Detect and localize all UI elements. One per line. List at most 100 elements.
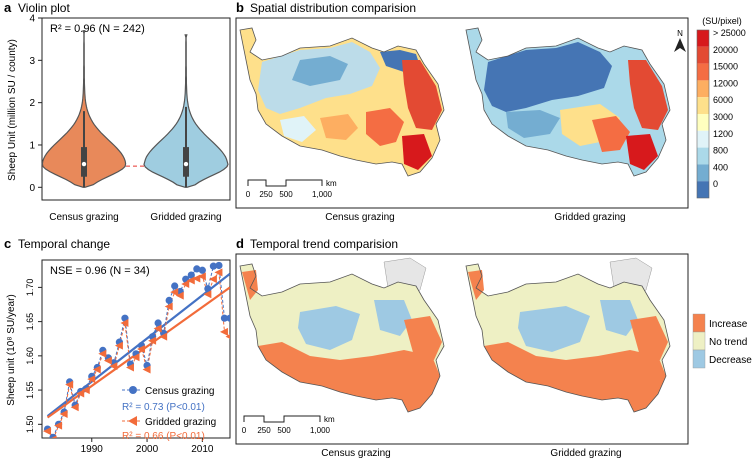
north-arrow-icon [674,38,686,52]
panel-b-title: Spatial distribution comparision [250,1,416,15]
scale-b-unit: km [326,179,337,188]
c-xtick-label: 2010 [191,444,214,455]
map-d-label-gridded: Gridded grazing [550,448,621,459]
gridded-point [148,336,157,345]
legend-c-census: Census grazing [145,386,214,397]
gridded-point [120,318,129,327]
gridded-point [137,345,146,353]
map-b-label-gridded: Gridded grazing [554,212,625,223]
gridded-point [164,302,173,311]
c-ytick-label: 1.70 [25,279,35,297]
gridded-point [197,272,206,281]
c-ytick-label: 1.55 [25,381,35,399]
panel-a-ylabel: Sheep Unit (million SU / county) [7,39,18,181]
map-d-label-census: Census grazing [321,448,390,459]
gridded-point [214,268,223,277]
scale-b-tick-250: 250 [259,190,273,199]
gridded-point [87,375,96,384]
scale-d-tick-500: 500 [277,426,291,435]
panel-a-y-axis: 0 1 2 3 4 [29,14,42,194]
legend-b-label: 800 [713,146,728,156]
a-ytick-label: 1 [29,140,35,151]
c-ytick-label: 1.60 [25,347,35,365]
legend-b-swatch [697,80,709,98]
census-point [198,266,206,274]
panel-a-stat: R² = 0.96 (N = 242) [50,23,145,35]
legend-d: Increase No trend Decrease [692,313,752,369]
legend-b-swatch [697,164,709,182]
legend-d-swatch [692,331,706,351]
gridded-point [98,349,107,358]
gridded-point [70,403,79,412]
gridded-point [159,332,168,341]
legend-b-label: 15000 [713,62,738,72]
legend-d-swatch [692,313,706,333]
census-point [204,285,212,293]
panel-d-letter: d [236,236,244,251]
scale-d-tick-1000: 1,000 [310,426,331,435]
panel-a-frame [41,17,231,201]
scale-d-unit: km [324,415,335,424]
legend-b-label: 1200 [713,129,733,139]
north-label: N [677,29,683,38]
gridded-point [170,288,179,297]
legend-d-swatch [692,349,706,369]
census-point [193,265,201,273]
map-census-distribution [239,27,445,177]
panel-d-frame [235,253,689,445]
c-xtick-label: 1990 [81,444,104,455]
a-ytick-label: 3 [29,56,35,67]
violin-body [41,30,127,188]
gridded-point [59,410,68,419]
panel-b-letter: b [236,0,244,15]
legend-b-title: (SU/pixel) [702,16,742,26]
panel-a-title: Violin plot [18,1,70,15]
legend-c-census-marker [122,386,142,394]
scale-b-tick-500: 500 [279,190,293,199]
c-xtick-label: 2000 [136,444,159,455]
c-ytick-label: 1.65 [25,313,35,331]
violin-median [183,161,189,167]
map-gridded-distribution [465,27,671,177]
gridded-point [131,353,140,362]
gridded-point [51,435,57,438]
census-point [171,282,179,290]
panel-c-ylabel: Sheep unit (10⁸ SU/year) [6,294,17,406]
gridded-point [114,341,123,350]
scale-d-tick-250: 250 [257,426,271,435]
legend-d-label: Decrease [709,355,752,366]
panel-c-letter: c [4,236,11,251]
gridded-point [65,380,74,389]
gridded-point [142,365,151,374]
gridded-point [125,363,134,372]
legend-b-swatch [697,147,709,165]
map-gridded-trend [465,257,671,413]
gridded-point [109,362,118,371]
panel-c-title: Temporal change [18,237,110,251]
gridded-point [54,421,63,430]
gridded-point [43,427,52,436]
census-point [187,271,195,279]
a-ytick-label: 0 [29,183,35,194]
gridded-point [225,334,230,339]
census-point [220,314,229,322]
panel-c-stat: NSE = 0.96 (N = 34) [50,265,150,277]
scale-b-tick-0: 0 [246,190,251,199]
panel-c-axes: 1.50 1.55 1.60 1.65 1.70 1990 2000 2010 [25,279,214,455]
gridded-point [76,389,85,398]
gridded-point [203,290,212,299]
legend-b-label: 12000 [713,78,738,88]
violin-group [41,30,230,188]
legend-d-label: No trend [709,337,747,348]
map-census-trend [239,257,445,413]
r2-gridded: R² = 0.66 (P<0.01) [122,431,205,442]
gridded-point [181,279,190,288]
legend-b-swatch [697,114,709,131]
panel-b-frame [235,17,689,209]
census-point [165,296,173,304]
legend-b-swatch [697,46,709,64]
legend-b-label: 400 [713,162,728,172]
legend-b-swatch [697,97,709,114]
gridded-point [153,324,162,333]
